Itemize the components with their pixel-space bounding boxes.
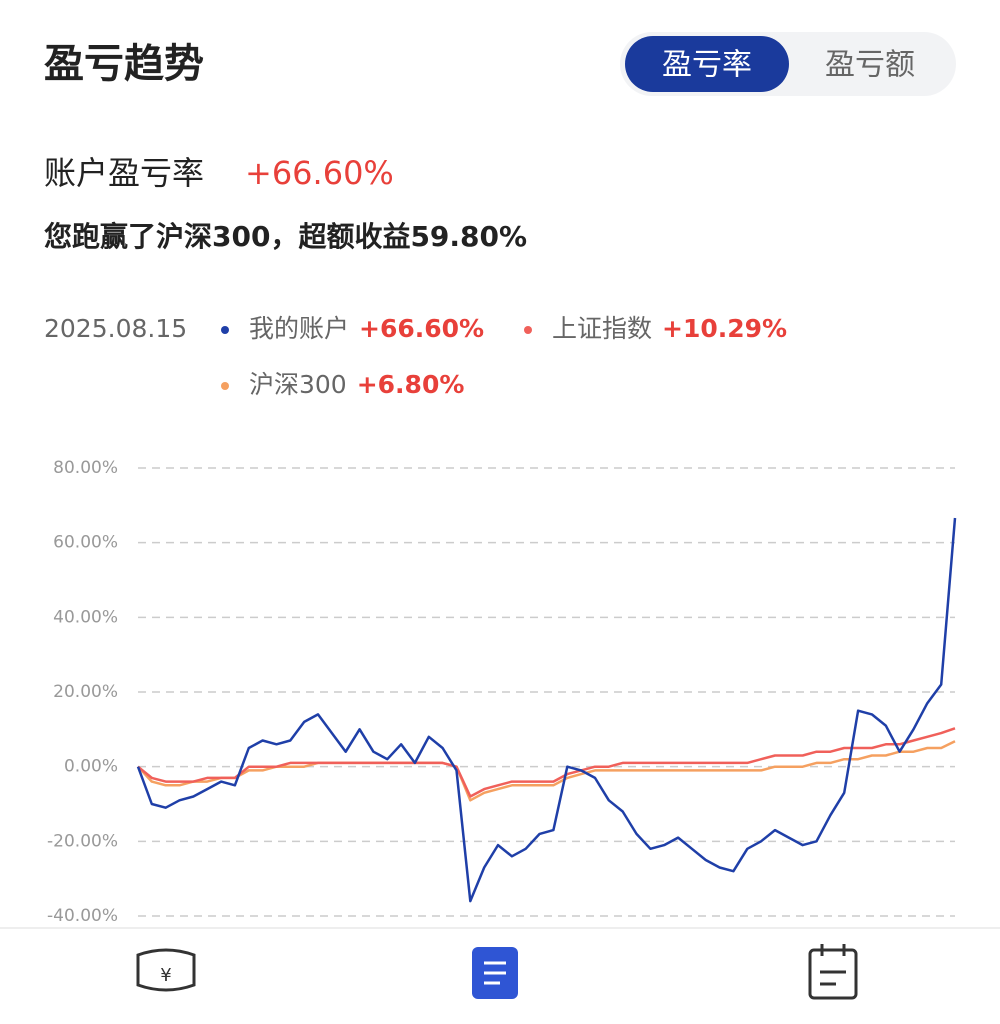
legend-value: +10.29% [662,314,787,343]
title: 盈亏趋势 [44,41,204,87]
nav-icon[interactable] [808,944,858,1000]
legend-dot [524,326,532,334]
tab[interactable]: 盈亏额 [825,48,915,83]
nav-icon[interactable] [472,947,518,999]
legend-dot [221,326,229,334]
legend-name: 沪深300 [249,370,347,399]
y-tick-label: -40.00% [47,906,118,926]
selected-date: 2025.08.15 [44,314,187,343]
series-line [136,517,957,903]
summary-value: +66.60% [245,154,394,192]
tab-active-bg [625,36,789,92]
y-tick-label: 80.00% [53,458,118,478]
icon-glyph: ¥ [160,965,171,986]
y-tick-label: 40.00% [53,607,118,627]
tab[interactable]: 盈亏率 [662,48,752,83]
nav-icon[interactable]: ¥ [136,948,196,992]
summary-note: 您跑赢了沪深300，超额收益59.80% [44,220,527,253]
y-tick-label: 0.00% [64,757,118,777]
legend-value: +6.80% [357,370,465,399]
legend-name: 上证指数 [552,314,652,343]
legend-dot [221,382,229,390]
y-tick-label: 60.00% [53,533,118,553]
y-tick-label: -20.00% [47,831,118,851]
series-line [137,727,956,798]
legend-value: +66.60% [359,314,484,343]
summary-label: 账户盈亏率 [44,154,204,192]
legend-name: 我的账户 [249,314,349,343]
y-tick-label: 20.00% [53,682,118,702]
